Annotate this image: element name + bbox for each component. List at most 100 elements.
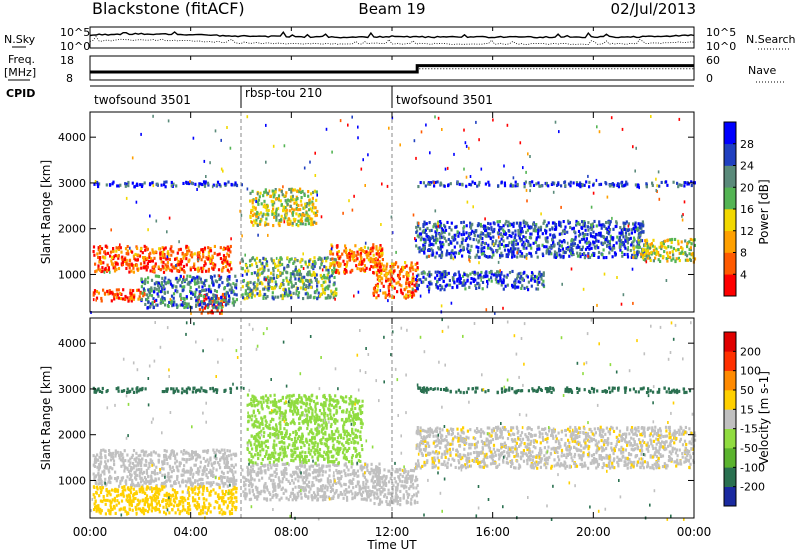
heatmap-cell [251, 201, 254, 205]
heatmap-cell [161, 253, 164, 257]
heatmap-cell [564, 225, 567, 229]
heatmap-cell [122, 488, 125, 492]
heatmap-cell [578, 240, 582, 244]
heatmap-cell [165, 449, 168, 453]
heatmap-cell [584, 224, 587, 228]
heatmap-cell [139, 291, 142, 295]
heatmap-cell [280, 190, 283, 194]
heatmap-cell [153, 256, 156, 260]
heatmap-cell [193, 503, 196, 507]
heatmap-cell [669, 255, 672, 259]
heatmap-cell [363, 250, 366, 254]
heatmap-cell [168, 300, 171, 304]
heatmap-cell [279, 273, 282, 277]
heatmap-cell [234, 508, 237, 512]
heatmap-cell [461, 254, 464, 258]
heatmap-cell [303, 193, 306, 197]
heatmap-cell [333, 491, 336, 495]
heatmap-cell [310, 209, 314, 213]
heatmap-cell [638, 224, 642, 228]
heatmap-cell [499, 255, 502, 259]
heatmap-cell [150, 289, 153, 293]
heatmap-cell [279, 285, 282, 289]
heatmap-cell [507, 243, 510, 247]
heatmap-cell [187, 470, 190, 474]
heatmap-cell [314, 276, 317, 280]
heatmap-cell [425, 232, 428, 236]
heatmap-cell [218, 302, 221, 306]
heatmap-cell [655, 247, 658, 251]
heatmap-cell [332, 293, 335, 297]
heatmap-cell [150, 257, 153, 261]
heatmap-cell [224, 260, 227, 264]
heatmap-cell [344, 472, 347, 476]
heatmap-cell [190, 296, 193, 300]
heatmap-cell [198, 290, 201, 294]
heatmap-cell [220, 275, 223, 279]
heatmap-cell [171, 304, 174, 308]
heatmap-cell [351, 492, 354, 496]
heatmap-cell [551, 181, 554, 185]
heatmap-cell [264, 257, 267, 261]
heatmap-cell [124, 509, 127, 513]
heatmap-cell [93, 253, 96, 257]
heatmap-cell [442, 243, 445, 247]
heatmap-cell [306, 292, 309, 296]
heatmap-cell [395, 250, 397, 254]
heatmap-cell [515, 242, 518, 246]
heatmap-cell [181, 457, 184, 461]
heatmap-cell [398, 283, 401, 287]
noise-line-nsearch [89, 36, 695, 46]
heatmap-cell [608, 184, 612, 188]
heatmap-cell [297, 224, 300, 228]
heatmap-cell [271, 210, 274, 214]
heatmap-cell [468, 182, 471, 186]
heatmap-cell [198, 307, 201, 311]
heatmap-cell [351, 208, 354, 212]
heatmap-cell [516, 242, 519, 246]
heatmap-cell [197, 285, 201, 289]
heatmap-cell [364, 241, 367, 245]
heatmap-cell [166, 261, 169, 265]
heatmap-cell [475, 245, 478, 249]
heatmap-cell [232, 501, 235, 505]
heatmap-cell [184, 253, 187, 257]
heatmap-cell [194, 453, 197, 457]
heatmap-cell [283, 291, 287, 295]
heatmap-cell [189, 268, 192, 272]
heatmap-cell [142, 256, 145, 260]
heatmap-cell [217, 482, 220, 486]
heatmap-cell [511, 247, 514, 251]
heatmap-cell [201, 305, 204, 309]
heatmap-cell [147, 480, 150, 484]
heatmap-cell [319, 294, 322, 298]
heatmap-cell [220, 269, 224, 273]
heatmap-cell [182, 256, 185, 260]
heatmap-cell [157, 477, 160, 481]
heatmap-cell [323, 276, 326, 280]
heatmap-cell [272, 269, 275, 273]
heatmap-cell [111, 488, 114, 492]
heatmap-cell [226, 449, 229, 453]
heatmap-cell [476, 234, 479, 238]
heatmap-cell [113, 496, 116, 500]
heatmap-cell [137, 467, 141, 471]
heatmap-cell [498, 240, 501, 244]
heatmap-cell [631, 241, 634, 245]
heatmap-cell [505, 254, 508, 258]
heatmap-cell [411, 282, 414, 286]
heatmap-cell [498, 243, 501, 247]
heatmap-cell [201, 270, 204, 274]
heatmap-cell [517, 272, 520, 276]
heatmap-cell [183, 470, 186, 474]
heatmap-cell [179, 284, 182, 288]
heatmap-cell [592, 224, 595, 228]
heatmap-cell [112, 247, 115, 251]
heatmap-cell [98, 463, 101, 467]
heatmap-cell [390, 262, 394, 266]
heatmap-cell [645, 184, 648, 188]
heatmap-cell [158, 286, 161, 290]
heatmap-cell [288, 199, 291, 203]
heatmap-cell [231, 301, 234, 305]
heatmap-cell [222, 258, 225, 262]
